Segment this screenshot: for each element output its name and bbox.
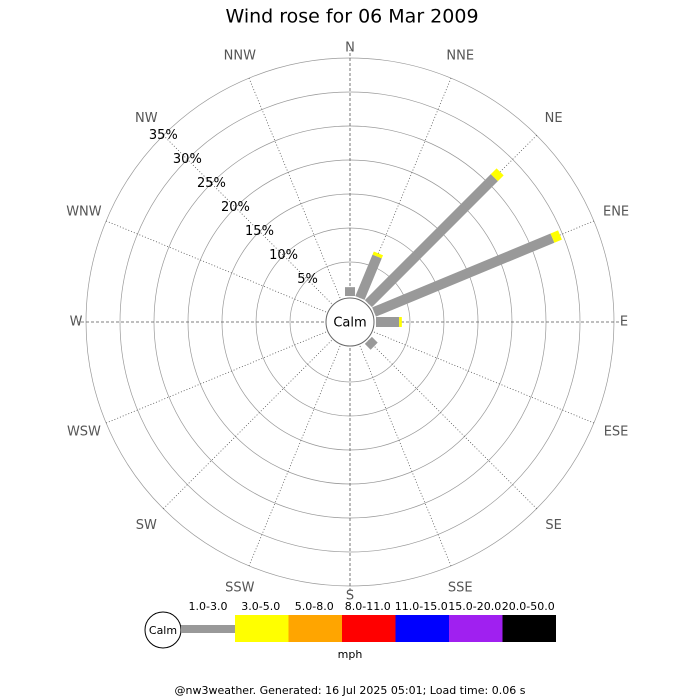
legend-calm-label: Calm — [149, 624, 177, 637]
r-tick-label: 35% — [149, 128, 178, 143]
grid-ring — [289, 261, 411, 383]
legend-swatch — [395, 615, 449, 642]
spoke — [248, 77, 341, 299]
direction-label: WNW — [66, 204, 102, 219]
bar-segment — [490, 168, 504, 182]
r-tick-label: 5% — [297, 272, 318, 287]
direction-label: SSW — [225, 581, 255, 596]
legend-label: 15.0-20.0 — [448, 600, 501, 613]
direction-label: SSE — [448, 581, 473, 596]
legend-swatch — [288, 615, 342, 642]
r-tick-label: 20% — [221, 200, 250, 215]
legend-label: 8.0-11.0 — [345, 600, 391, 613]
direction-label: ENE — [603, 204, 629, 219]
bar-segment — [372, 251, 384, 259]
calm-label: Calm — [333, 316, 366, 331]
legend-label: 5.0-8.0 — [295, 600, 334, 613]
direction-label: NNE — [446, 48, 474, 63]
spoke — [163, 135, 332, 304]
direction-label: ESE — [604, 425, 629, 440]
r-tick-label: 30% — [173, 152, 202, 167]
bar-segment — [372, 233, 555, 317]
bar-segment — [355, 254, 382, 300]
legend-label: 11.0-15.0 — [395, 600, 448, 613]
bar-segment — [364, 336, 378, 350]
spoke — [373, 331, 595, 424]
legend-swatch — [502, 615, 556, 642]
legend-unit: mph — [338, 648, 363, 661]
direction-label: NW — [135, 111, 158, 126]
legend-swatch — [342, 615, 396, 642]
legend-label: 1.0-3.0 — [189, 600, 228, 613]
direction-label: WSW — [67, 425, 101, 440]
spoke — [105, 331, 327, 424]
direction-label: S — [346, 589, 354, 604]
direction-label: N — [345, 41, 355, 56]
grid-ring — [119, 91, 581, 553]
r-tick-label: 10% — [269, 248, 298, 263]
chart-title: Wind rose for 06 Mar 2009 — [225, 6, 478, 28]
spoke — [105, 220, 327, 313]
spoke — [368, 340, 537, 509]
bar-segment — [550, 230, 562, 243]
direction-label: SE — [545, 518, 561, 533]
direction-label: W — [70, 315, 83, 330]
direction-label: NE — [545, 111, 563, 126]
legend-swatch — [235, 615, 289, 642]
spoke — [248, 345, 341, 567]
spoke — [163, 340, 332, 509]
direction-label: E — [620, 315, 628, 330]
direction-label: NNW — [224, 48, 256, 63]
footer: @nw3weather. Generated: 16 Jul 2025 05:0… — [175, 684, 526, 697]
legend-label: 20.0-50.0 — [502, 600, 555, 613]
spoke — [359, 345, 452, 567]
calm-circle — [325, 297, 375, 347]
legend-label: 3.0-5.0 — [241, 600, 280, 613]
r-tick-label: 25% — [197, 176, 226, 191]
r-tick-label: 15% — [245, 224, 274, 239]
direction-label: SW — [136, 518, 157, 533]
legend-swatch — [449, 615, 503, 642]
bar-segment — [364, 174, 498, 308]
